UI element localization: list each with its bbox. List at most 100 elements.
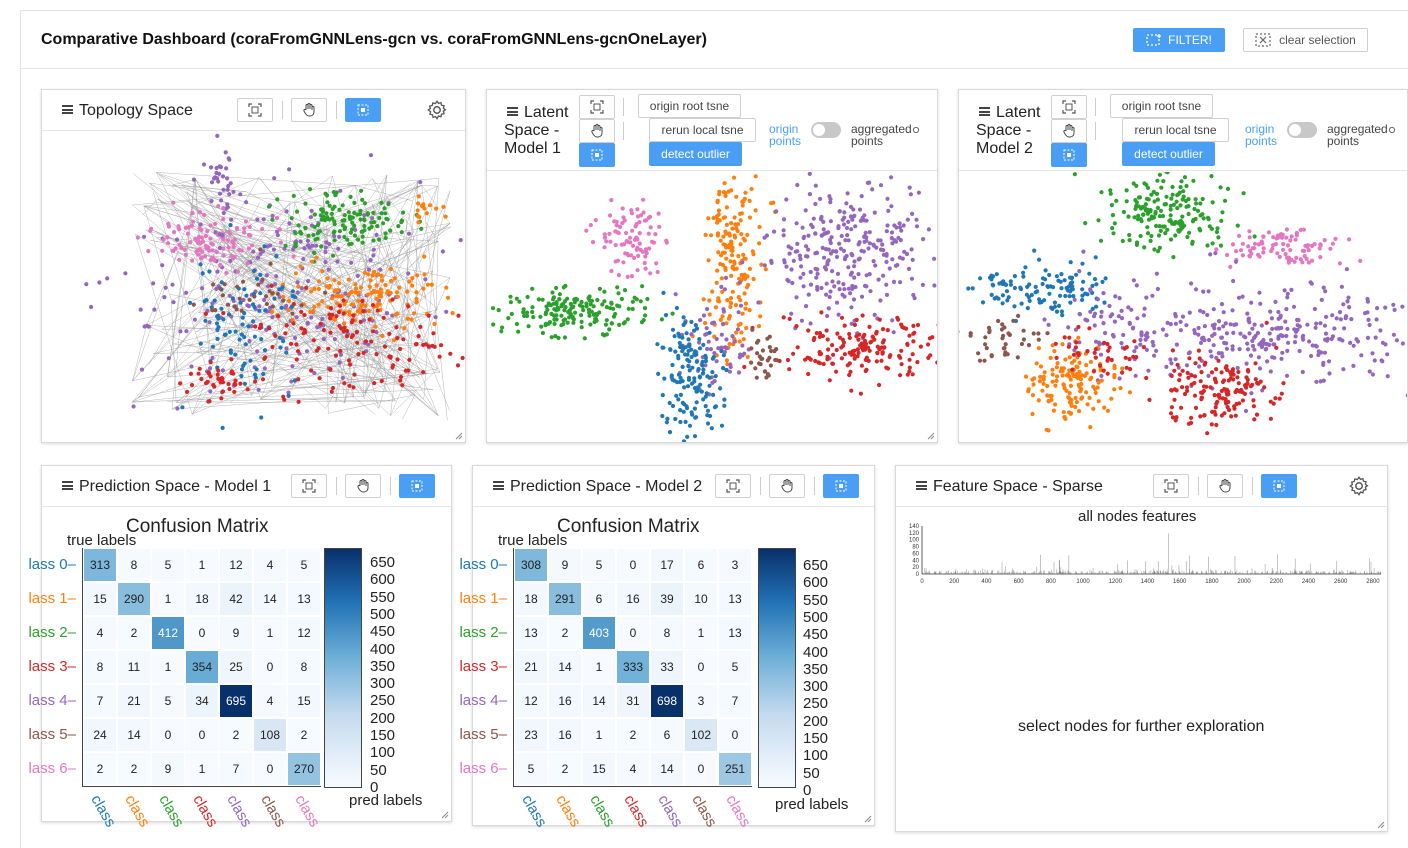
node-point[interactable] <box>139 367 145 372</box>
node-point[interactable] <box>901 223 906 228</box>
node-point[interactable] <box>1265 359 1270 364</box>
node-point[interactable] <box>619 242 624 247</box>
node-point[interactable] <box>730 245 735 250</box>
node-point[interactable] <box>1035 289 1040 294</box>
node-point[interactable] <box>491 322 496 327</box>
node-point[interactable] <box>360 298 365 303</box>
node-point[interactable] <box>186 225 191 230</box>
node-point[interactable] <box>712 351 717 356</box>
node-point[interactable] <box>768 363 773 368</box>
node-point[interactable] <box>1138 217 1143 222</box>
node-point[interactable] <box>1264 320 1269 325</box>
node-point[interactable] <box>316 286 321 292</box>
node-point[interactable] <box>1154 348 1159 353</box>
node-point[interactable] <box>1062 335 1067 340</box>
matrix-cell[interactable]: 33 <box>650 650 684 684</box>
node-point[interactable] <box>627 235 633 240</box>
node-point[interactable] <box>849 388 854 393</box>
node-point[interactable] <box>872 312 877 317</box>
node-point[interactable] <box>728 296 734 301</box>
node-point[interactable] <box>1267 331 1272 336</box>
node-point[interactable] <box>825 337 830 342</box>
node-point[interactable] <box>349 241 354 246</box>
node-point[interactable] <box>1143 202 1148 207</box>
node-point[interactable] <box>736 310 741 315</box>
node-point[interactable] <box>722 287 727 292</box>
node-point[interactable] <box>257 304 262 309</box>
node-point[interactable] <box>1134 283 1139 288</box>
node-point[interactable] <box>656 371 661 376</box>
node-point[interactable] <box>716 250 721 255</box>
node-point[interactable] <box>637 231 642 236</box>
node-point[interactable] <box>422 272 427 277</box>
node-point[interactable] <box>331 253 336 258</box>
node-point[interactable] <box>1288 248 1293 253</box>
node-point[interactable] <box>272 176 277 181</box>
node-point[interactable] <box>264 294 269 299</box>
node-point[interactable] <box>869 339 874 344</box>
node-point[interactable] <box>712 405 718 410</box>
node-point[interactable] <box>839 345 844 350</box>
node-point[interactable] <box>591 312 596 317</box>
node-point[interactable] <box>149 226 154 231</box>
node-point[interactable] <box>864 284 869 289</box>
node-point[interactable] <box>388 290 393 295</box>
node-point[interactable] <box>690 412 695 417</box>
node-point[interactable] <box>1253 361 1258 366</box>
node-point[interactable] <box>213 308 218 313</box>
node-point[interactable] <box>370 273 375 278</box>
node-point[interactable] <box>1170 221 1175 226</box>
node-point[interactable] <box>637 220 642 225</box>
node-point[interactable] <box>989 292 994 297</box>
node-point[interactable] <box>281 298 286 303</box>
node-point[interactable] <box>240 315 245 320</box>
node-point[interactable] <box>225 202 230 207</box>
node-point[interactable] <box>1101 368 1106 373</box>
node-point[interactable] <box>1247 253 1252 258</box>
node-point[interactable] <box>385 290 390 295</box>
node-point[interactable] <box>1060 313 1065 318</box>
node-point[interactable] <box>458 238 463 243</box>
node-point[interactable] <box>1160 213 1166 219</box>
node-point[interactable] <box>604 239 609 244</box>
node-point[interactable] <box>906 266 912 271</box>
node-point[interactable] <box>237 337 242 342</box>
node-point[interactable] <box>830 361 836 366</box>
node-point[interactable] <box>508 294 513 299</box>
node-point[interactable] <box>1250 338 1255 344</box>
node-point[interactable] <box>685 434 690 439</box>
node-point[interactable] <box>1076 375 1081 380</box>
node-point[interactable] <box>1085 349 1090 354</box>
node-point[interactable] <box>332 278 337 283</box>
node-point[interactable] <box>1268 369 1273 374</box>
node-point[interactable] <box>1266 230 1271 235</box>
node-point[interactable] <box>196 252 201 257</box>
node-point[interactable] <box>270 315 275 320</box>
node-point[interactable] <box>162 295 167 300</box>
node-point[interactable] <box>1255 380 1260 386</box>
node-point[interactable] <box>1090 283 1095 288</box>
node-point[interactable] <box>784 264 789 269</box>
node-point[interactable] <box>197 210 203 215</box>
node-point[interactable] <box>410 283 415 288</box>
node-point[interactable] <box>242 334 247 340</box>
node-point[interactable] <box>270 213 275 218</box>
node-point[interactable] <box>735 228 740 234</box>
node-point[interactable] <box>930 335 935 340</box>
node-point[interactable] <box>1324 314 1329 319</box>
node-point[interactable] <box>284 209 289 214</box>
node-point[interactable] <box>608 239 613 244</box>
node-point[interactable] <box>781 228 786 233</box>
node-point[interactable] <box>399 220 404 225</box>
node-point[interactable] <box>1076 352 1081 357</box>
node-point[interactable] <box>328 316 333 321</box>
node-point[interactable] <box>259 415 264 420</box>
node-point[interactable] <box>1143 208 1148 213</box>
node-point[interactable] <box>267 289 272 294</box>
matrix-cell[interactable]: 291 <box>548 582 582 616</box>
zoom-fit-button[interactable] <box>579 95 615 119</box>
node-point[interactable] <box>190 211 195 216</box>
node-point[interactable] <box>323 290 328 295</box>
node-point[interactable] <box>976 351 981 356</box>
node-point[interactable] <box>1098 238 1104 243</box>
